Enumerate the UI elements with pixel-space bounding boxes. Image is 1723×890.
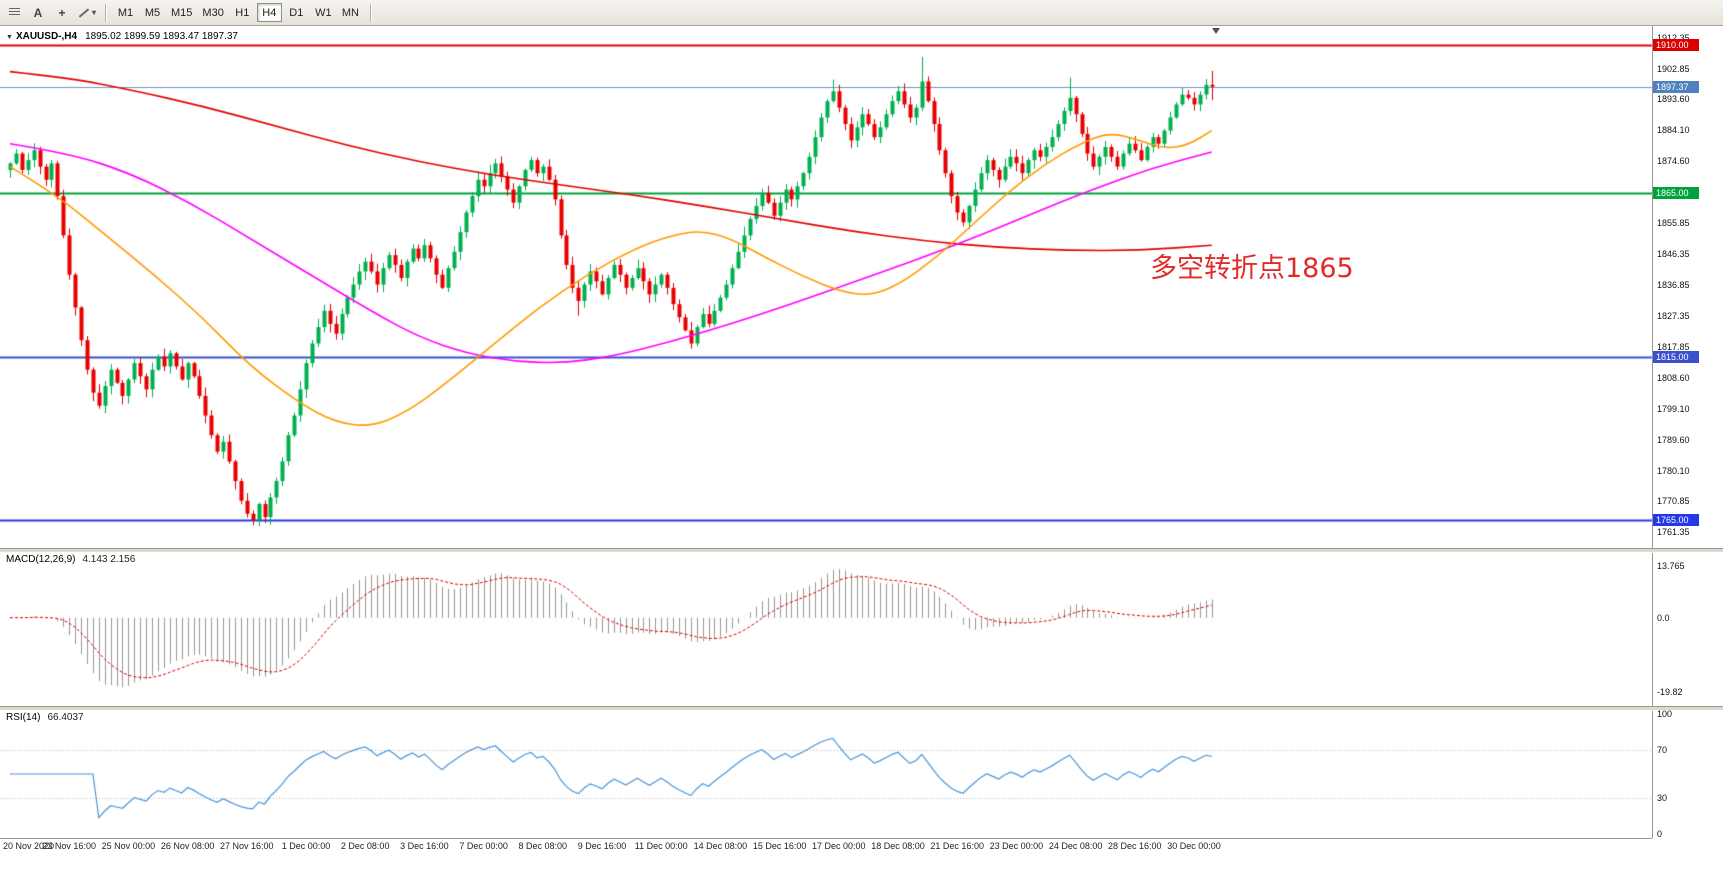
timeframe-button-m5[interactable]: M5	[140, 3, 165, 22]
time-axis-label: 18 Dec 08:00	[871, 841, 925, 851]
time-axis-label: 17 Dec 00:00	[812, 841, 866, 851]
panel-separator[interactable]	[0, 548, 1723, 553]
time-axis-label: 3 Dec 16:00	[400, 841, 449, 851]
macd-name: MACD(12,26,9)	[6, 554, 76, 565]
chevron-down-icon: ▾	[92, 8, 97, 17]
toolbar-separator	[369, 3, 371, 22]
rsi-name: RSI(14)	[6, 712, 41, 723]
crosshair-icon: +	[58, 5, 66, 20]
time-axis-label: 21 Dec 16:00	[930, 841, 984, 851]
time-axis-label: 28 Dec 16:00	[1108, 841, 1162, 851]
timeframe-button-m30[interactable]: M30	[198, 3, 227, 22]
crosshair-button[interactable]: +	[51, 3, 73, 23]
macd-indicator-label: MACD(12,26,9) 4.143 2.156	[6, 554, 135, 565]
time-axis-label: 26 Nov 08:00	[160, 841, 215, 851]
time-axis-label: 20 Nov 2020	[3, 841, 55, 851]
ohlc-values: 1895.02 1899.59 1893.47 1897.37	[85, 31, 238, 42]
timeframe-button-m1[interactable]: M1	[113, 3, 138, 22]
time-axis-label: 2 Dec 08:00	[340, 841, 390, 851]
time-axis-label: 11 Dec 00:00	[634, 841, 688, 851]
macd-values: 4.143 2.156	[82, 554, 136, 565]
time-axis-label: 23 Nov 16:00	[42, 841, 96, 851]
timeframe-group: M1 M5 M15 M30 H1 H4 D1 W1 MN	[112, 3, 364, 22]
time-axis-label: 1 Dec 00:00	[281, 841, 331, 851]
rsi-indicator-label: RSI(14) 66.4037	[6, 712, 84, 723]
time-axis-label: 30 Dec 00:00	[1167, 841, 1221, 851]
rsi-value: 66.4037	[47, 712, 84, 723]
timeframe-button-h4[interactable]: H4	[256, 3, 282, 22]
time-axis-label: 9 Dec 16:00	[577, 841, 627, 851]
chart-annotation-text: 多空转折点1865	[1150, 253, 1354, 284]
timeframe-button-w1[interactable]: W1	[311, 3, 336, 22]
symbol-period-label: XAUUSD-,H4	[15, 31, 78, 42]
time-axis-label: 27 Nov 16:00	[220, 841, 274, 851]
chart-title: ▼ XAUUSD-,H4 1895.02 1899.59 1893.47 1897.…	[6, 31, 238, 42]
time-axis-label: 24 Dec 08:00	[1048, 841, 1103, 851]
chart-commands-button[interactable]	[3, 3, 25, 23]
chart-commands-icon	[8, 8, 20, 17]
time-axis-label: 15 Dec 16:00	[752, 841, 807, 851]
trendline-icon	[78, 7, 90, 18]
trendline-dropdown-button[interactable]: ▾	[75, 3, 99, 23]
toolbar: A + ▾ M1 M5 M15 M30 H1 H4 D1 W1 MN	[0, 0, 1723, 26]
rsi-canvas[interactable]	[0, 709, 1723, 838]
timeframe-button-d1[interactable]: D1	[284, 3, 309, 22]
time-axis-label: 14 Dec 08:00	[693, 841, 748, 851]
macd-canvas[interactable]	[0, 551, 1723, 706]
expander-icon[interactable]: ▼	[6, 34, 13, 41]
main-chart-canvas[interactable]	[0, 26, 1723, 548]
time-axis-label: 8 Dec 08:00	[518, 841, 568, 851]
time-axis-border	[0, 838, 1652, 839]
timeframe-button-mn[interactable]: MN	[338, 3, 363, 22]
time-axis-label: 7 Dec 00:00	[459, 841, 508, 851]
price-axis-border	[1652, 26, 1653, 838]
timeframe-button-m15[interactable]: M15	[167, 3, 196, 22]
time-axis-label: 23 Dec 00:00	[989, 841, 1044, 851]
panel-separator[interactable]	[0, 706, 1723, 711]
chart-shift-marker-icon[interactable]	[1212, 28, 1220, 34]
time-axis-label: 25 Nov 00:00	[101, 841, 156, 851]
timeframe-button-h1[interactable]: H1	[230, 3, 255, 22]
toolbar-separator	[105, 3, 107, 22]
text-tool-button[interactable]: A	[27, 3, 49, 23]
